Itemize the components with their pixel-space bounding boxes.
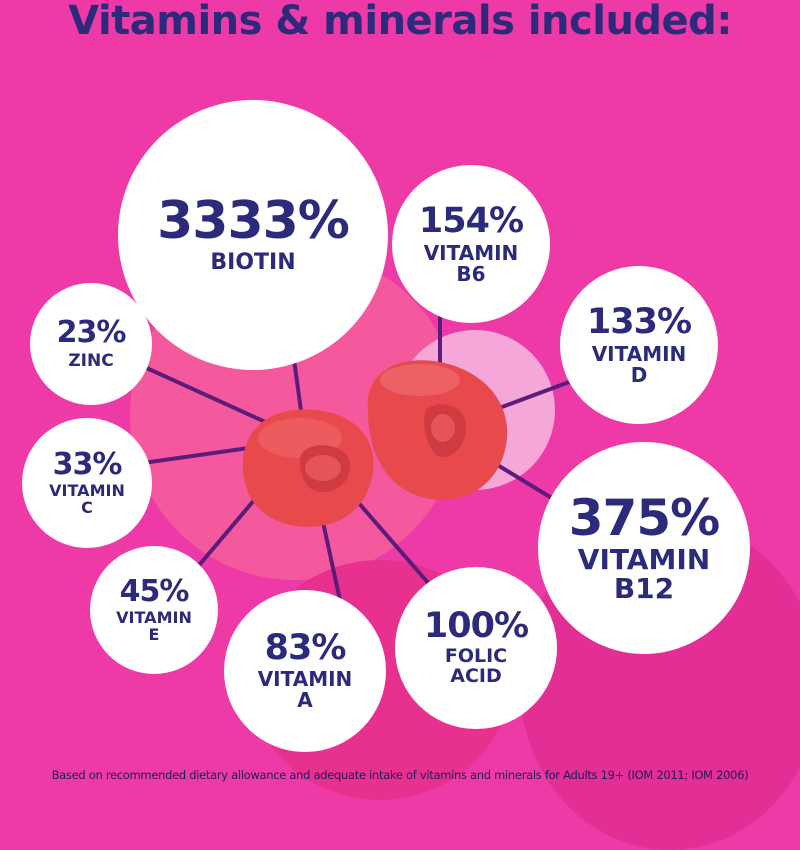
nutrient-circle-vitamin-b6: 154% VITAMIN B6 bbox=[392, 165, 550, 323]
nutrient-percent: 3333% bbox=[157, 191, 350, 252]
nutrient-circle-folic-acid: 100% FOLIC ACID bbox=[395, 567, 557, 729]
nutrient-circle-vitamin-c: 33% VITAMIN C bbox=[22, 418, 152, 548]
nutrient-circle-vitamin-a: 83% VITAMIN A bbox=[224, 590, 386, 752]
nutrient-percent: 375% bbox=[568, 488, 720, 547]
page-title: Vitamins & minerals included: bbox=[68, 0, 732, 44]
nutrient-label: VITAMIN B6 bbox=[423, 240, 519, 286]
nutrient-label: VITAMIN C bbox=[49, 480, 125, 517]
nutrient-circle-vitamin-d: 133% VITAMIN D bbox=[560, 266, 718, 424]
nutrient-percent: 83% bbox=[264, 628, 347, 668]
nutrient-percent: 23% bbox=[56, 314, 127, 350]
nutrient-label: VITAMIN E bbox=[116, 607, 192, 644]
gummy-illustration bbox=[138, 313, 582, 602]
nutrient-label: VITAMIN A bbox=[257, 667, 353, 712]
nutrient-label: ZINC bbox=[68, 350, 114, 371]
nutrient-circle-vitamin-b12: 375% VITAMIN B12 bbox=[538, 442, 750, 654]
nutrient-percent: 133% bbox=[586, 301, 692, 342]
nutrient-percent: 100% bbox=[423, 606, 529, 647]
gummy-right bbox=[367, 360, 508, 500]
footnote: Based on recommended dietary allowance a… bbox=[51, 768, 749, 782]
nutrient-percent: 33% bbox=[52, 446, 123, 482]
nutrient-label: FOLIC ACID bbox=[444, 645, 508, 687]
gummy-left bbox=[242, 409, 374, 527]
nutrient-percent: 45% bbox=[119, 573, 190, 609]
nutrient-percent: 154% bbox=[418, 200, 524, 241]
nutrient-label: VITAMIN D bbox=[591, 341, 687, 387]
nutrient-circle-vitamin-e: 45% VITAMIN E bbox=[90, 546, 218, 674]
nutrient-circle-biotin: 3333% BIOTIN bbox=[118, 100, 388, 370]
nutrient-circle-zinc: 23% ZINC bbox=[30, 283, 152, 405]
nutrient-label: VITAMIN B12 bbox=[577, 542, 711, 605]
nutrient-label: BIOTIN bbox=[210, 250, 296, 276]
